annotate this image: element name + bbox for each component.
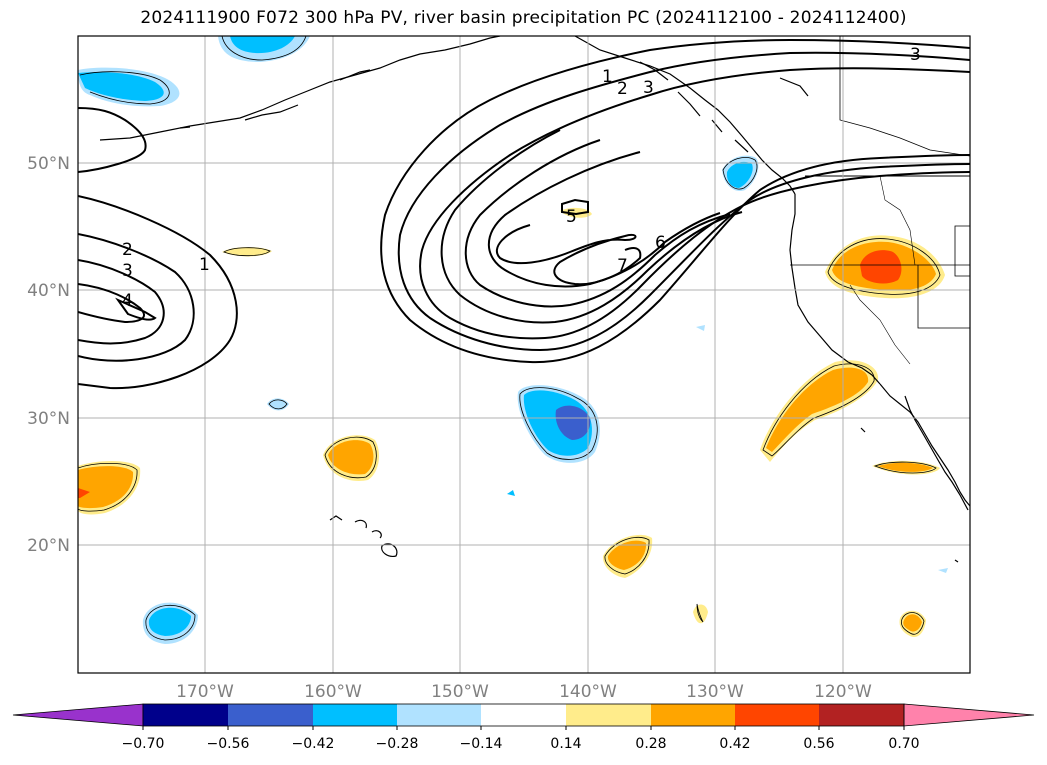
cb-tick-label: −0.28 xyxy=(376,736,419,752)
colorbar-bin-056 xyxy=(819,704,904,726)
precip-region-w-pacific-43n xyxy=(222,246,272,257)
colorbar-bin-neg-028 xyxy=(397,704,481,726)
lat-label-20n: 20°N xyxy=(27,536,70,556)
pv-contour-west-3 xyxy=(78,259,165,345)
lon-label-150w: 150°W xyxy=(431,682,489,702)
lon-label-170w: 170°W xyxy=(176,682,234,702)
precip-region-n-california xyxy=(825,235,945,299)
lat-label-50n: 50°N xyxy=(27,154,70,174)
cb-tick-label: −0.70 xyxy=(122,736,165,752)
precip-region-dateline-28n xyxy=(323,435,380,481)
cb-tick-label: 0.28 xyxy=(635,736,666,752)
colorbar-bin-028 xyxy=(651,704,735,726)
cb-tick-label: −0.42 xyxy=(292,736,335,752)
pv-label-1: 1 xyxy=(602,67,613,87)
colorbar-extend-low xyxy=(12,703,144,727)
gridlines xyxy=(78,36,970,673)
pv-contour-1 xyxy=(380,38,970,364)
colorbar-bin-neutral xyxy=(481,704,566,726)
pv-label-3: 3 xyxy=(643,78,654,98)
precip-region-s-california xyxy=(760,360,879,462)
lon-label-160w: 160°W xyxy=(304,682,362,702)
colorbar-bin-042 xyxy=(735,704,819,726)
pv-contour-4 xyxy=(440,129,743,324)
pv-contour-5 xyxy=(464,139,731,308)
pv-label-3-east: 3 xyxy=(910,45,921,65)
lat-label-40n: 40°N xyxy=(27,281,70,301)
pv-contour-3 xyxy=(419,67,970,340)
precip-region-central-pacific-30n xyxy=(517,385,600,463)
pv-label-6: 6 xyxy=(655,233,666,253)
lon-label-120w: 120°W xyxy=(814,682,872,702)
precip-region-dateline-25n xyxy=(78,461,141,515)
cb-tick-label: 0.14 xyxy=(550,736,581,752)
pv-contour-2 xyxy=(397,51,970,352)
lon-label-140w: 140°W xyxy=(559,682,617,702)
plot-frame xyxy=(77,35,971,674)
cb-tick-label: −0.56 xyxy=(207,736,250,752)
colorbar-bin-neg-042 xyxy=(313,704,397,726)
colorbar: −0.70 −0.56 −0.42 −0.28 −0.14 0.14 0.28 … xyxy=(12,703,1035,752)
lon-label-130w: 130°W xyxy=(686,682,744,702)
coastlines xyxy=(99,36,970,563)
precip-outlines xyxy=(78,36,941,641)
pv-label-2-west: 2 xyxy=(122,240,133,260)
cb-tick-label: −0.14 xyxy=(460,736,503,752)
pv-contour-6 xyxy=(487,151,721,288)
colorbar-extend-high xyxy=(903,703,1035,727)
pv-contour-5-cell xyxy=(561,198,589,216)
pv-contour-west-1 xyxy=(78,107,147,173)
pv-label-3-west: 3 xyxy=(122,261,133,281)
contour-labels: 1 2 3 4 1 2 3 3 5 6 7 xyxy=(122,45,921,311)
chart-title: 2024111900 F072 300 hPa PV, river basin … xyxy=(140,8,907,28)
lat-labels: 20°N 30°N 40°N 50°N xyxy=(27,154,70,556)
pv-label-7: 7 xyxy=(617,256,628,276)
precip-region-e-pacific-19n xyxy=(602,534,653,578)
pv-contour-west-1b xyxy=(78,195,238,390)
pv-label-1-west: 1 xyxy=(199,255,210,275)
pv-contours xyxy=(78,38,970,390)
pv-label-4-west: 4 xyxy=(122,291,133,311)
colorbar-bin-014 xyxy=(566,704,651,726)
cb-tick-label: 0.70 xyxy=(888,736,919,752)
precip-region-hawaii-sw-14n xyxy=(142,602,198,644)
colorbar-tick-labels: −0.70 −0.56 −0.42 −0.28 −0.14 0.14 0.28 … xyxy=(122,736,920,752)
colorbar-ticks xyxy=(142,726,905,730)
cb-tick-label: 0.56 xyxy=(803,736,834,752)
lat-label-30n: 30°N xyxy=(27,409,70,429)
lon-labels: 170°W 160°W 150°W 140°W 130°W 120°W xyxy=(176,682,872,702)
colorbar-bin-neg-056 xyxy=(228,704,313,726)
colorbar-frame xyxy=(142,703,905,727)
pv-contour-7 xyxy=(495,224,642,286)
colorbar-bin-neg-070 xyxy=(143,704,228,726)
precip-region-baja-26n xyxy=(872,460,940,475)
precip-shading xyxy=(78,36,948,644)
precip-region-nw-pacific-n xyxy=(218,36,310,62)
pv-contour-west-2 xyxy=(78,233,195,362)
precip-region-mexico-13n xyxy=(899,610,926,638)
precip-region-vancouver-island xyxy=(722,155,759,192)
pv-label-2: 2 xyxy=(617,79,628,99)
cb-tick-label: 0.42 xyxy=(719,736,750,752)
precip-region-gulf-of-alaska-s xyxy=(560,207,592,218)
pv-contour-west-5 xyxy=(115,297,157,321)
pv-label-5: 5 xyxy=(566,207,577,227)
